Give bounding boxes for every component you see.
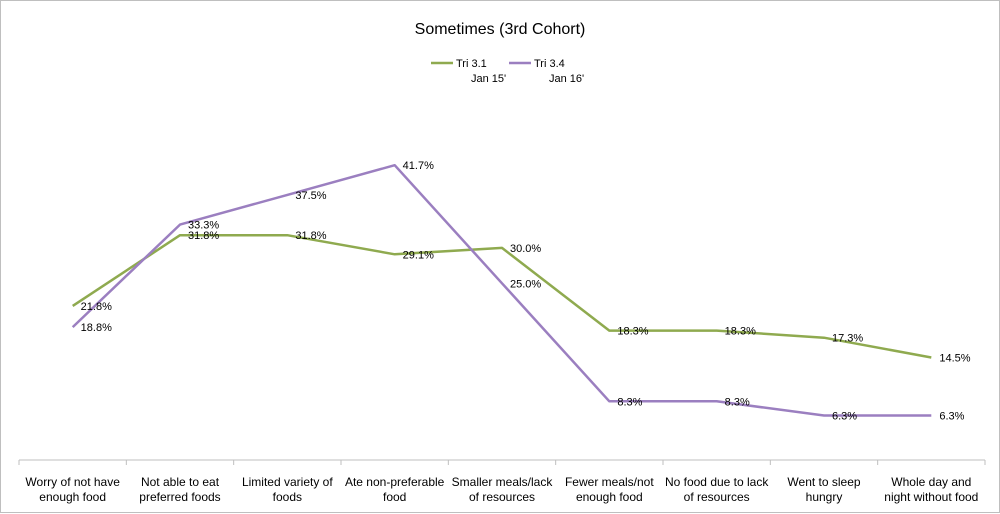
data-label: 33.3%	[188, 220, 219, 232]
legend-label-line: Jan 15'	[471, 73, 506, 85]
category-label: Smaller meals/lack of resources	[452, 475, 554, 504]
category-label: Limited variety of foods	[242, 475, 333, 504]
data-labels: 21.8% 31.8% 31.8% 29.1% 30.0% 18.3% 18.3% 17.3%…	[81, 160, 971, 422]
category-label: Ate non-preferable food	[345, 475, 445, 504]
category-label-line: Went to sleep	[787, 475, 860, 489]
series-line-2	[71, 163, 932, 417]
data-label: 18.8%	[81, 322, 112, 334]
category-label-line: night without food	[884, 490, 978, 504]
category-label-line: of resources	[684, 490, 750, 504]
category-label-line: enough food	[39, 490, 106, 504]
data-label: 25.0%	[510, 278, 541, 290]
series-lines	[71, 163, 932, 417]
data-label: 31.8%	[188, 230, 219, 242]
category-label: Whole day and night without food	[884, 475, 978, 504]
chart-title: Sometimes (3rd Cohort)	[415, 21, 586, 38]
category-label-line: hungry	[806, 490, 843, 504]
category-label: Went to sleep hungry	[787, 475, 860, 504]
category-label-line: Fewer meals/not	[565, 475, 654, 489]
data-label: 18.3%	[725, 326, 756, 338]
data-label: 8.3%	[725, 396, 750, 408]
data-label: 6.3%	[832, 410, 857, 422]
category-label: Fewer meals/not enough food	[565, 475, 654, 504]
category-label: Not able to eat preferred foods	[139, 475, 220, 504]
data-label: 31.8%	[295, 230, 326, 242]
data-label: 6.3%	[939, 410, 964, 422]
legend-label-line: Tri 3.1	[456, 58, 487, 70]
data-label: 21.8%	[81, 301, 112, 313]
data-label: 29.1%	[403, 249, 434, 261]
category-label-line: food	[383, 490, 406, 504]
data-label: 14.5%	[939, 352, 970, 364]
category-label-line: foods	[273, 490, 302, 504]
data-label: 17.3%	[832, 333, 863, 345]
category-label-line: Smaller meals/lack	[452, 475, 554, 489]
category-label-line: Whole day and	[891, 475, 971, 489]
data-label: 30.0%	[510, 243, 541, 255]
category-label: Worry of not have enough food	[25, 475, 120, 504]
series-line-1	[72, 233, 932, 359]
category-label-line: preferred foods	[139, 490, 220, 504]
legend-label: Tri 3.1 Jan 15'	[456, 58, 506, 85]
category-label-line: Limited variety of	[242, 475, 333, 489]
legend-label-line: Jan 16'	[549, 73, 584, 85]
category-label-line: of resources	[469, 490, 535, 504]
data-label: 37.5%	[295, 190, 326, 202]
category-label-line: Ate non-preferable	[345, 475, 445, 489]
category-label-line: No food due to lack	[665, 475, 769, 489]
legend-label-line: Tri 3.4	[534, 58, 565, 70]
category-label-line: Not able to eat	[141, 475, 220, 489]
data-label: 41.7%	[403, 160, 434, 172]
category-label-line: Worry of not have	[25, 475, 120, 489]
data-label: 18.3%	[617, 326, 648, 338]
data-label: 8.3%	[617, 396, 642, 408]
legend-label: Tri 3.4 Jan 16'	[534, 58, 584, 85]
category-label-line: enough food	[576, 490, 643, 504]
x-axis-ticks	[18, 460, 986, 465]
legend: Tri 3.1 Jan 15' Tri 3.4 Jan 16'	[431, 58, 584, 85]
category-label: No food due to lack of resources	[665, 475, 769, 504]
